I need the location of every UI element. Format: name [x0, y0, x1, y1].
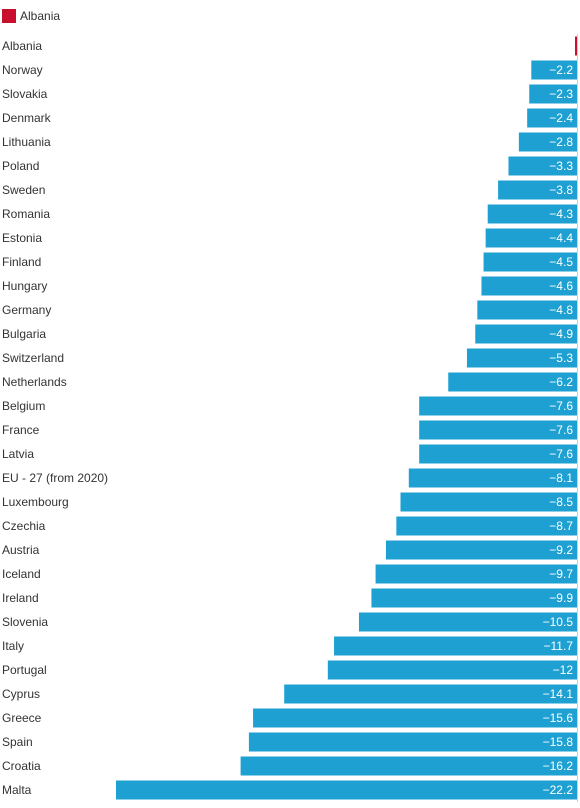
value-label-spain: −15.8	[543, 735, 574, 749]
bar-greece[interactable]	[253, 708, 577, 728]
bar-bulgaria[interactable]	[475, 324, 577, 344]
bar-estonia[interactable]	[485, 228, 577, 248]
category-label-ireland: Ireland	[2, 591, 39, 605]
bar-spain[interactable]	[248, 732, 578, 752]
value-label-latvia: −7.6	[549, 447, 573, 461]
bar-eu-27-from-2020[interactable]	[408, 468, 577, 488]
bar-albania[interactable]	[575, 36, 577, 56]
bar-portugal[interactable]	[327, 660, 577, 680]
value-label-greece: −15.6	[543, 711, 574, 725]
value-label-lithuania: −2.8	[549, 135, 573, 149]
bar-belgium[interactable]	[419, 396, 577, 416]
bar-switzerland[interactable]	[466, 348, 577, 368]
category-label-hungary: Hungary	[2, 279, 47, 293]
category-label-albania: Albania	[2, 39, 42, 53]
category-label-finland: Finland	[2, 255, 41, 269]
bar-hungary[interactable]	[481, 276, 577, 296]
value-label-denmark: −2.4	[549, 111, 573, 125]
bar-denmark[interactable]	[527, 108, 577, 128]
category-label-malta: Malta	[2, 783, 32, 797]
bar-germany[interactable]	[477, 300, 577, 320]
bar-iceland[interactable]	[375, 564, 577, 584]
value-label-slovakia: −2.3	[549, 87, 573, 101]
value-label-italy: −11.7	[544, 639, 574, 653]
category-label-lithuania: Lithuania	[2, 135, 51, 149]
bar-romania[interactable]	[487, 204, 577, 224]
category-label-switzerland: Switzerland	[2, 351, 64, 365]
bar-slovenia[interactable]	[358, 612, 577, 632]
category-label-sweden: Sweden	[2, 183, 45, 197]
legend[interactable]: Albania	[2, 8, 60, 24]
category-label-cyprus: Cyprus	[2, 687, 40, 701]
value-label-belgium: −7.6	[549, 399, 573, 413]
value-label-hungary: −4.6	[549, 279, 573, 293]
value-label-france: −7.6	[549, 423, 573, 437]
bar-france[interactable]	[419, 420, 577, 440]
category-label-netherlands: Netherlands	[2, 375, 67, 389]
category-label-slovenia: Slovenia	[2, 615, 48, 629]
value-label-netherlands: −6.2	[549, 375, 573, 389]
category-label-denmark: Denmark	[2, 111, 52, 125]
value-label-portugal: −12	[553, 663, 574, 677]
category-label-latvia: Latvia	[2, 447, 34, 461]
value-label-poland: −3.3	[549, 159, 573, 173]
bar-finland[interactable]	[483, 252, 577, 272]
category-label-austria: Austria	[2, 543, 40, 557]
bar-cyprus[interactable]	[284, 684, 577, 704]
value-label-switzerland: −5.3	[549, 351, 573, 365]
category-label-germany: Germany	[2, 303, 51, 317]
bar-lithuania[interactable]	[518, 132, 577, 152]
bar-austria[interactable]	[385, 540, 577, 560]
category-label-italy: Italy	[2, 639, 24, 653]
category-label-estonia: Estonia	[2, 231, 42, 245]
value-label-cyprus: −14.1	[543, 687, 574, 701]
bar-italy[interactable]	[334, 636, 577, 656]
category-label-iceland: Iceland	[2, 567, 41, 581]
bar-luxembourg[interactable]	[400, 492, 577, 512]
value-label-austria: −9.2	[549, 543, 573, 557]
value-label-romania: −4.3	[549, 207, 573, 221]
legend-swatch-albania	[2, 9, 16, 23]
category-label-greece: Greece	[2, 711, 42, 725]
bar-latvia[interactable]	[419, 444, 577, 464]
category-label-slovakia: Slovakia	[2, 87, 48, 101]
value-label-sweden: −3.8	[549, 183, 573, 197]
category-label-portugal: Portugal	[2, 663, 47, 677]
value-label-germany: −4.8	[549, 303, 573, 317]
bar-czechia[interactable]	[396, 516, 577, 536]
value-label-malta: −22.2	[543, 783, 574, 797]
bar-sweden[interactable]	[498, 180, 577, 200]
value-label-estonia: −4.4	[549, 231, 573, 245]
value-label-ireland: −9.9	[549, 591, 573, 605]
bar-slovakia[interactable]	[529, 84, 577, 104]
category-label-bulgaria: Bulgaria	[2, 327, 46, 341]
legend-label-albania: Albania	[20, 9, 61, 23]
bar-netherlands[interactable]	[448, 372, 577, 392]
category-label-poland: Poland	[2, 159, 39, 173]
category-label-eu-27-from-2020: EU - 27 (from 2020)	[2, 471, 108, 485]
bar-poland[interactable]	[508, 156, 577, 176]
category-label-croatia: Croatia	[2, 759, 41, 773]
category-label-czechia: Czechia	[2, 519, 46, 533]
category-label-luxembourg: Luxembourg	[2, 495, 69, 509]
value-label-iceland: −9.7	[549, 567, 573, 581]
category-label-romania: Romania	[2, 207, 50, 221]
value-label-bulgaria: −4.9	[549, 327, 573, 341]
bar-norway[interactable]	[531, 60, 577, 80]
value-label-eu-27-from-2020: −8.1	[549, 471, 573, 485]
value-label-luxembourg: −8.5	[549, 495, 573, 509]
value-label-czechia: −8.7	[549, 519, 573, 533]
category-label-spain: Spain	[2, 735, 33, 749]
bar-ireland[interactable]	[371, 588, 577, 608]
bar-malta[interactable]	[116, 780, 577, 800]
value-label-norway: −2.2	[549, 63, 573, 77]
category-label-france: France	[2, 423, 40, 437]
value-label-finland: −4.5	[549, 255, 573, 269]
value-label-slovenia: −10.5	[543, 615, 574, 629]
category-label-norway: Norway	[2, 63, 43, 77]
bar-croatia[interactable]	[240, 756, 577, 776]
category-label-belgium: Belgium	[2, 399, 45, 413]
value-label-croatia: −16.2	[543, 759, 574, 773]
